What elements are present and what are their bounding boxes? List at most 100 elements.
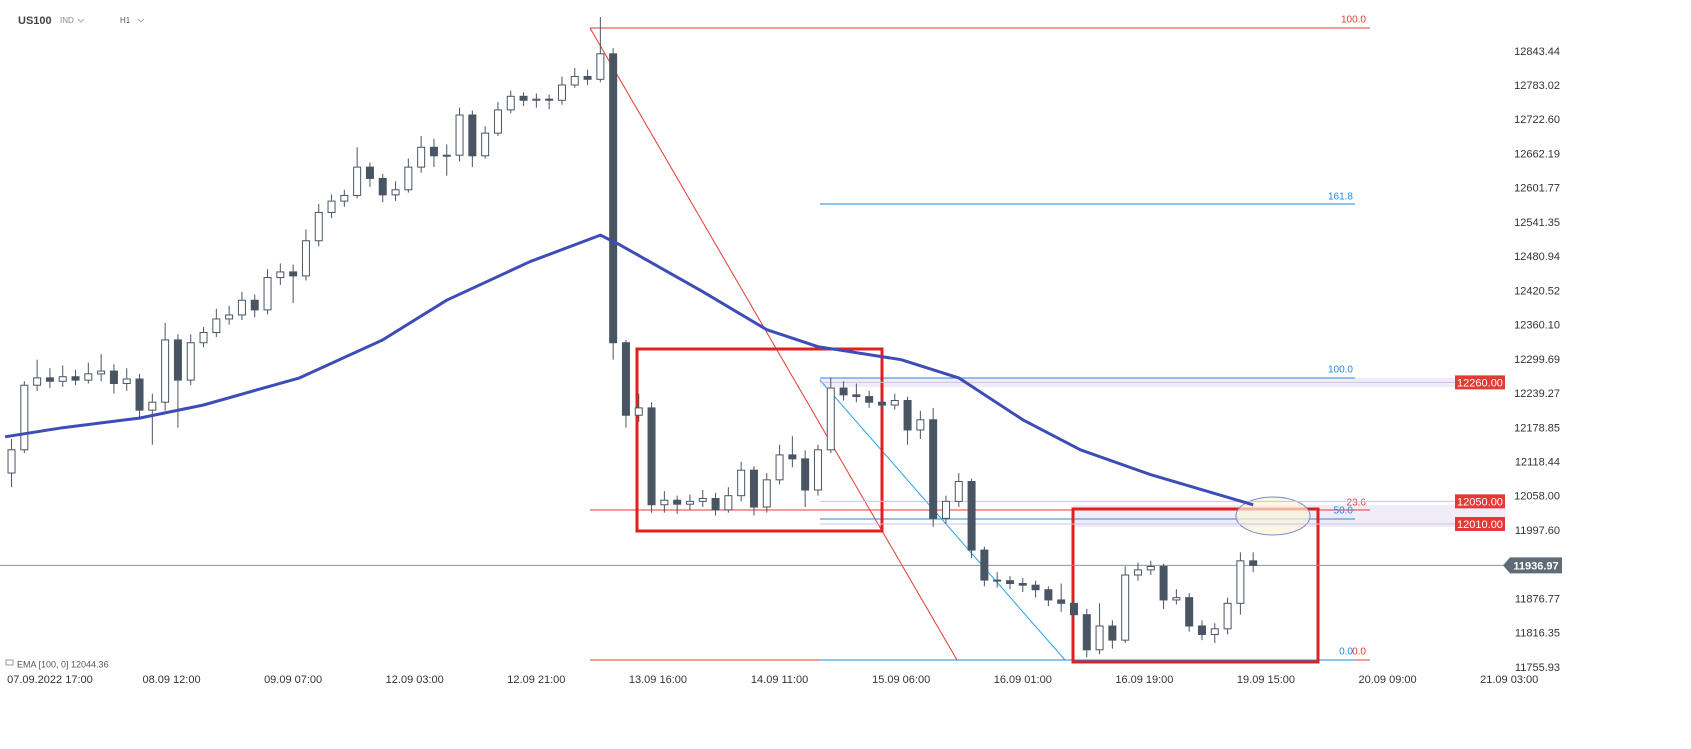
y-tick-label: 12178.85: [1514, 422, 1560, 434]
candle-body: [980, 549, 989, 581]
candle-body: [1018, 582, 1027, 586]
candle-body: [314, 211, 323, 242]
candle-body: [58, 376, 67, 382]
fib-trend: [819, 379, 1066, 661]
y-tick-label: 12480.94: [1514, 251, 1560, 263]
candle-body: [1121, 574, 1130, 641]
candle-body: [135, 378, 144, 411]
candle-body: [698, 498, 707, 502]
candle-body: [673, 499, 682, 505]
candle-body: [877, 401, 886, 406]
candle-body: [1210, 628, 1219, 635]
candle-body: [890, 400, 899, 406]
candle-body: [557, 84, 566, 101]
candle-body: [71, 376, 80, 381]
legend-entry: EMA [100, 0] 12044.36: [17, 659, 109, 669]
candle-body: [148, 401, 157, 411]
candle-body: [7, 449, 16, 474]
candle-body: [993, 579, 1002, 582]
candle-body: [801, 458, 810, 491]
candle-body: [788, 454, 797, 460]
level-tag-label: 12010.00: [1457, 519, 1503, 531]
level-tag: [1455, 375, 1505, 390]
candle-body: [865, 396, 874, 403]
candle-body: [1223, 602, 1232, 630]
x-tick-label: 09.09 07:00: [264, 674, 322, 686]
y-tick-label: 12541.35: [1514, 217, 1560, 229]
y-tick-label: 12299.69: [1514, 354, 1560, 366]
candle-body: [711, 498, 720, 511]
candle-body: [749, 469, 758, 508]
fib-label: 100.0: [1328, 365, 1353, 376]
candle-body: [762, 479, 771, 508]
market: IND: [60, 16, 74, 25]
legend-icon[interactable]: [5, 659, 14, 666]
y-tick-label: 12420.52: [1514, 285, 1560, 297]
candle-body: [724, 495, 733, 511]
y-tick-label: 12843.44: [1514, 46, 1560, 58]
candle-body: [685, 500, 694, 505]
highlight-box: [1071, 507, 1320, 664]
candle-body: [941, 500, 950, 519]
candle-body: [1005, 580, 1014, 584]
highlight-ellipse: [1235, 496, 1311, 536]
candle-body: [954, 481, 963, 502]
candle-body: [1249, 560, 1258, 566]
candle-body: [775, 454, 784, 481]
candle-body: [621, 342, 630, 416]
candle-body: [442, 154, 451, 157]
candle-body: [660, 499, 669, 506]
candle-body: [173, 339, 182, 381]
candle-body: [609, 53, 618, 344]
fib-label: 161.8: [1328, 192, 1353, 203]
candle-body: [596, 53, 605, 80]
dropdown-icon[interactable]: [137, 18, 145, 23]
x-tick-label: 16.09 01:00: [994, 674, 1052, 686]
candle-body: [916, 419, 925, 431]
y-tick-label: 12722.60: [1514, 114, 1560, 126]
x-tick-label: 19.09 15:00: [1237, 674, 1295, 686]
candle-body: [378, 177, 387, 196]
candle-body: [506, 95, 515, 111]
candle-body: [263, 277, 272, 311]
x-tick-label: 07.09.2022 17:00: [7, 674, 93, 686]
candle-body: [97, 370, 106, 375]
candle-body: [1236, 560, 1245, 604]
candle-body: [404, 166, 413, 191]
candle-body: [225, 314, 234, 320]
y-tick-label: 12360.10: [1514, 320, 1560, 332]
candle-body: [186, 342, 195, 381]
candle-body: [813, 449, 822, 491]
fib-label: 0.0: [1352, 647, 1366, 658]
candle-body: [1172, 597, 1181, 601]
candle-body: [45, 377, 54, 382]
candle-body: [634, 407, 643, 416]
y-tick-label: 12783.02: [1514, 80, 1560, 92]
candle-body: [1057, 599, 1066, 604]
y-tick-label: 12662.19: [1514, 148, 1560, 160]
y-tick-label: 12118.44: [1515, 456, 1560, 468]
fib-label: 100.0: [1341, 15, 1366, 26]
candle-body: [647, 407, 656, 506]
candle-body: [481, 132, 490, 157]
interval[interactable]: H1: [120, 16, 131, 25]
x-tick-label: 21.09 03:00: [1480, 674, 1538, 686]
y-tick-label: 12601.77: [1514, 183, 1560, 195]
level-tag: [1455, 517, 1505, 532]
candle-body: [570, 75, 579, 86]
candle-body: [493, 109, 502, 134]
ema-line: [4, 233, 1254, 507]
y-tick-label: 11997.60: [1515, 525, 1560, 537]
current-price-label: 11936.97: [1513, 560, 1558, 572]
candle-body: [455, 114, 464, 156]
symbol[interactable]: US100: [18, 15, 52, 27]
fib-label: 23.6: [1347, 498, 1367, 509]
dropdown-icon[interactable]: [77, 18, 85, 23]
candle-body: [301, 240, 310, 277]
candle-body: [468, 114, 477, 157]
candle-body: [429, 146, 438, 157]
level-tag-label: 12260.00: [1457, 377, 1503, 389]
current-price-tag: [1503, 557, 1562, 574]
candle-body: [1044, 589, 1053, 601]
